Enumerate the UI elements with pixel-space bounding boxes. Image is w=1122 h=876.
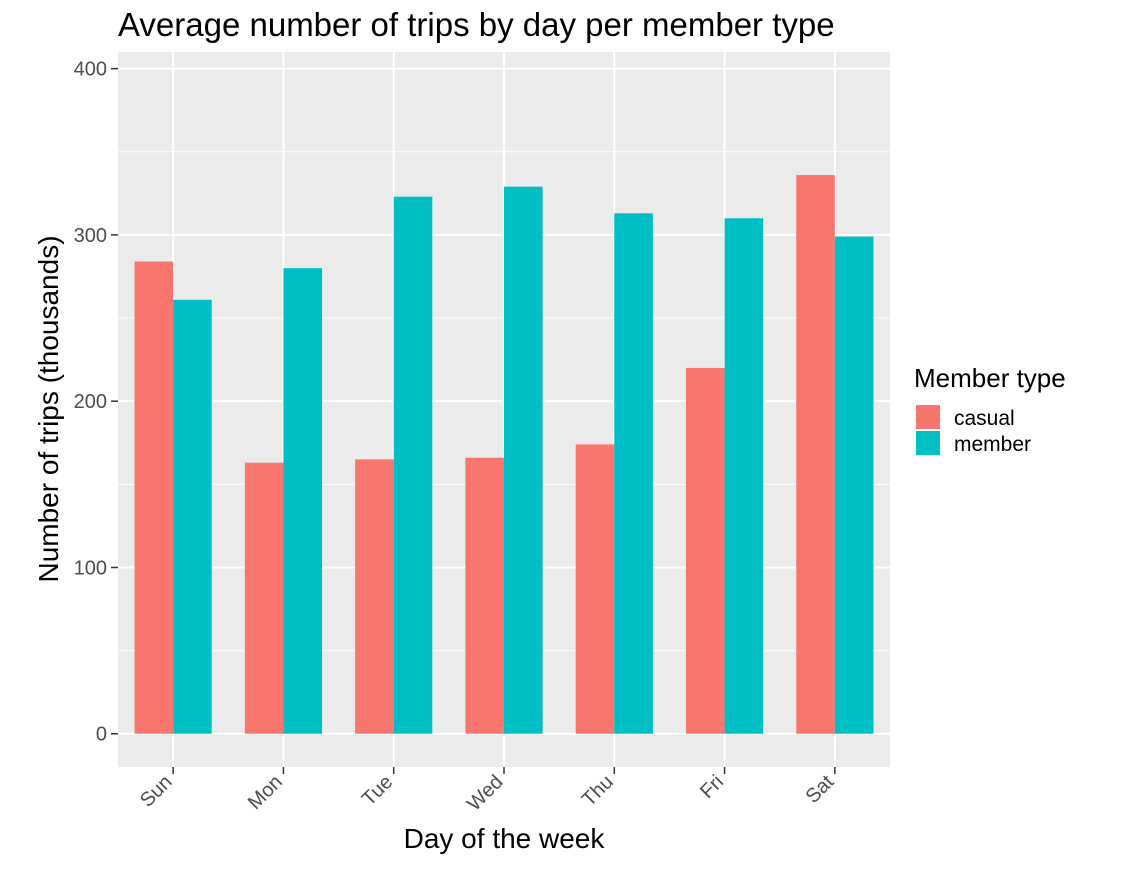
x-tick-label: Mon <box>244 771 287 814</box>
bar-casual-sun <box>134 261 174 734</box>
x-tick-label: Tue <box>358 771 397 810</box>
y-tick-label: 0 <box>96 724 107 746</box>
x-tick-label: Fri <box>696 771 728 803</box>
y-axis: 0 100 200 300 400 <box>74 59 118 746</box>
bar-casual-thu <box>575 444 615 734</box>
x-tick-label: Sun <box>136 771 177 812</box>
x-tick-label: Wed <box>463 771 507 815</box>
bar-casual-mon <box>244 462 284 734</box>
bar-member-fri <box>724 218 764 734</box>
bar-casual-tue <box>355 459 394 734</box>
y-axis-title: Number of trips (thousands) <box>33 235 64 582</box>
y-tick-label: 400 <box>74 59 107 81</box>
y-tick-label: 100 <box>74 557 107 579</box>
bar-member-mon <box>283 268 323 734</box>
legend-swatch-casual <box>916 405 940 429</box>
legend-label-casual: casual <box>954 407 1015 430</box>
y-tick-label: 200 <box>74 391 107 413</box>
bar-member-thu <box>614 213 653 734</box>
legend-swatch-member <box>916 431 940 455</box>
x-tick-label: Thu <box>578 771 618 811</box>
bar-member-wed <box>504 186 543 734</box>
bar-member-tue <box>393 196 433 734</box>
bar-casual-fri <box>685 367 725 734</box>
bars <box>134 175 874 734</box>
y-tick-label: 300 <box>74 225 107 247</box>
bar-casual-wed <box>465 457 504 734</box>
x-axis: Sun Mon Tue Wed Thu Fri Sat <box>136 767 839 815</box>
x-axis-title: Day of the week <box>404 823 606 854</box>
legend-label-member: member <box>954 433 1031 456</box>
bar-casual-sat <box>796 175 835 734</box>
legend: Member type casual member <box>914 363 1066 456</box>
legend-title: Member type <box>914 363 1066 393</box>
bar-member-sat <box>834 236 874 734</box>
bar-member-sun <box>173 299 212 734</box>
chart-title: Average number of trips by day per membe… <box>118 6 835 43</box>
x-tick-label: Sat <box>802 771 839 808</box>
